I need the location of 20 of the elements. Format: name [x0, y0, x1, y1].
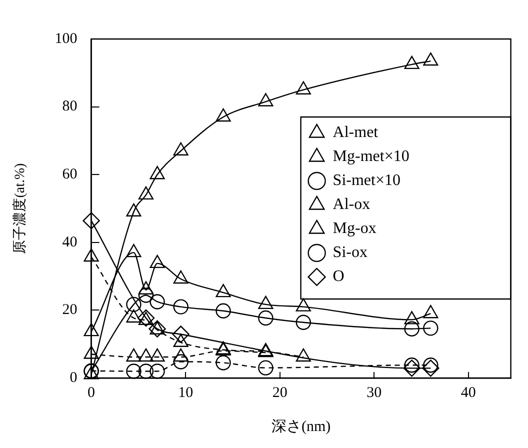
- legend-label: Mg-met×10: [332, 148, 410, 166]
- y-tick-label: 80: [62, 98, 78, 115]
- x-tick-label: 30: [366, 384, 382, 401]
- legend-label: Al-met: [332, 124, 379, 142]
- y-axis-title: 原子濃度(at.%): [12, 162, 28, 254]
- x-tick-label: 40: [460, 384, 476, 401]
- legend-label: O: [332, 268, 344, 286]
- y-tick-label: 60: [62, 166, 78, 183]
- x-axis-title: 深さ(nm): [271, 418, 331, 435]
- y-tick-label: 40: [62, 234, 78, 250]
- y-tick-label: 20: [62, 302, 78, 318]
- legend-label: Al-ox: [332, 196, 370, 214]
- x-tick-label: 20: [272, 384, 288, 401]
- x-tick-label: 10: [178, 384, 194, 401]
- y-tick-label: 100: [54, 30, 78, 47]
- legend-label: Si-ox: [332, 244, 368, 262]
- y-tick-label: 0: [70, 370, 78, 386]
- legend-label: Si-met×10: [332, 172, 400, 190]
- legend-label: Mg-ox: [332, 220, 376, 238]
- x-tick-label: 0: [88, 384, 96, 401]
